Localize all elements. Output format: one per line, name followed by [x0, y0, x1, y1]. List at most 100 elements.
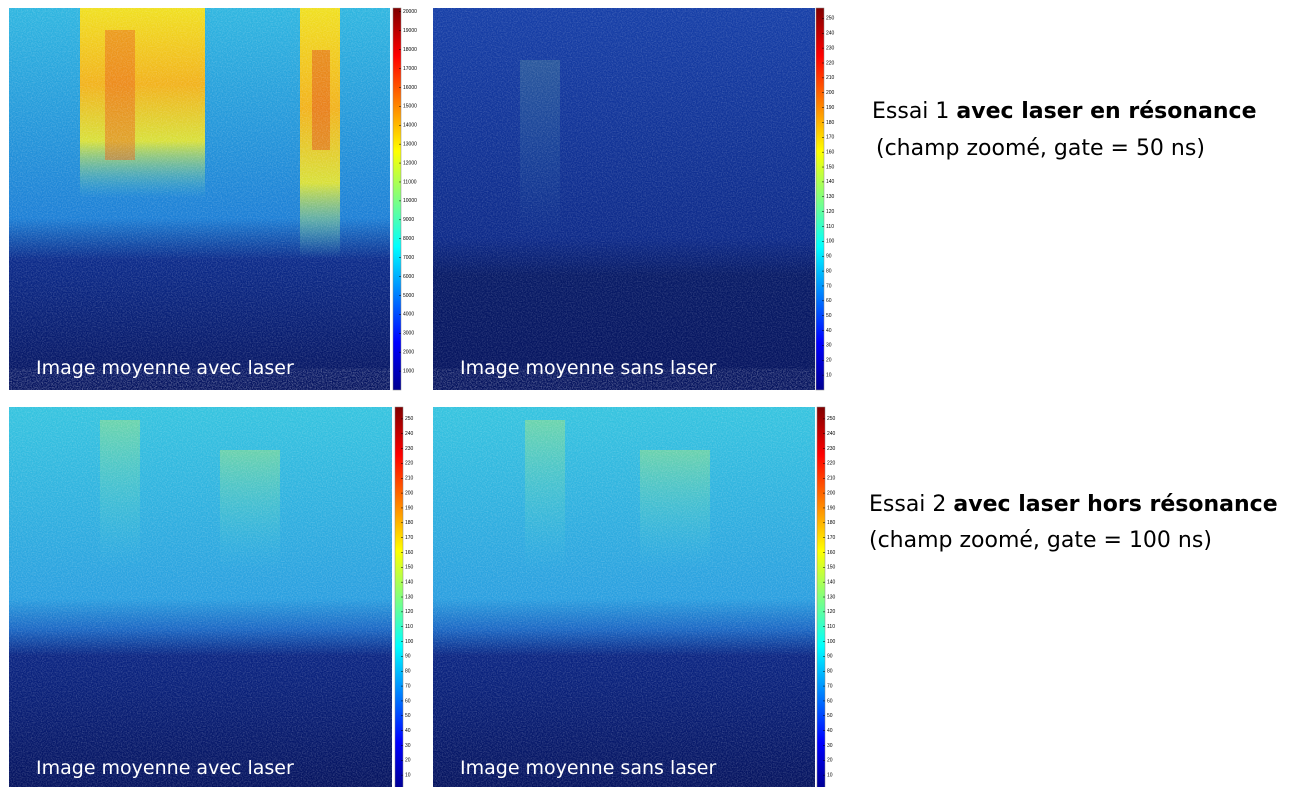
colorbar-tick-label: 190 [826, 105, 835, 111]
colorbar-tick-label: 230 [827, 446, 836, 452]
colorbar-tick-label: 130 [826, 194, 835, 200]
image-caption: Image moyenne avec laser [36, 757, 294, 779]
colorbar-tick-label: 19000 [403, 28, 417, 34]
colorbar-tick-label: 200 [405, 490, 414, 496]
colorbar-tick-label: 70 [827, 683, 833, 689]
image-panel-4 [433, 407, 815, 787]
colorbar-tick-label: 140 [405, 579, 414, 585]
colorbar-tick-label: 120 [827, 609, 836, 615]
colorbar-tick-label: 14000 [403, 123, 417, 129]
colorbar-tick-label: 240 [827, 431, 836, 437]
colorbar-tick-label: 2000 [403, 350, 414, 356]
colorbar-tick-label: 250 [827, 416, 836, 422]
colorbar-tick-label: 13000 [403, 141, 417, 147]
colorbar-tick-label: 170 [826, 135, 835, 141]
colorbar-tick-label: 230 [826, 45, 835, 51]
colorbar-tick-label: 60 [405, 698, 411, 704]
note-bold: avec laser hors résonance [953, 492, 1277, 517]
colorbar-tick-label: 100 [827, 639, 836, 645]
colorbar-tick-label: 90 [405, 654, 411, 660]
colorbar-tick-label: 60 [826, 298, 832, 304]
image-caption: Image moyenne sans laser [460, 357, 716, 379]
colorbar-tick-label: 170 [827, 535, 836, 541]
colorbar-tick-label: 80 [405, 669, 411, 675]
colorbar-tick-label: 190 [827, 505, 836, 511]
image-caption: Image moyenne sans laser [460, 757, 716, 779]
colorbar-tick-label: 120 [826, 209, 835, 215]
colorbar-tick-label: 18000 [403, 47, 417, 53]
note-bold: avec laser en résonance [956, 99, 1256, 124]
colorbar-tick-label: 20000 [403, 9, 417, 15]
colorbar-tick-label: 130 [405, 594, 414, 600]
colorbar-tick-label: 12000 [403, 160, 417, 166]
colorbar-tick-label: 160 [826, 150, 835, 156]
colorbar-tick-label: 4000 [403, 312, 414, 318]
colorbar-tick-label: 70 [405, 683, 411, 689]
note-detail: (champ zoomé, gate = 100 ns) [869, 528, 1212, 553]
colorbar-tick-label: 150 [405, 565, 414, 571]
colorbar-tick-label: 210 [826, 75, 835, 81]
colorbar-tick-label: 250 [405, 416, 414, 422]
colorbar-tick-label: 50 [826, 313, 832, 319]
image-panel-3 [9, 407, 392, 787]
colorbar-tick-label: 20 [405, 758, 411, 764]
colorbar-tick-label: 60 [827, 698, 833, 704]
colorbar-tick-label: 40 [405, 728, 411, 734]
colorbar-tick-label: 16000 [403, 85, 417, 91]
colorbar-tick-label: 180 [827, 520, 836, 526]
colorbar-tick-label: 130 [827, 594, 836, 600]
colorbar-tick-label: 90 [826, 254, 832, 260]
colorbar-tick-label: 30 [826, 343, 832, 349]
colorbar-tick-label: 15000 [403, 104, 417, 110]
colorbar-tick-label: 30 [827, 743, 833, 749]
note-title: Essai 1 avec laser en résonance [872, 99, 1257, 124]
colorbar-tick-label: 17000 [403, 66, 417, 72]
colorbar-tick-label: 20 [826, 358, 832, 364]
colorbar-tick-label: 180 [405, 520, 414, 526]
image-panel-1 [9, 8, 390, 390]
colorbar-tick-label: 10 [405, 772, 411, 778]
colorbar-tick-label: 7000 [403, 255, 414, 261]
colorbar-tick-label: 100 [826, 239, 835, 245]
colorbar [394, 406, 404, 787]
colorbar-tick-label: 40 [827, 728, 833, 734]
note-title: Essai 2 avec laser hors résonance [869, 492, 1278, 517]
colorbar-tick-label: 220 [827, 461, 836, 467]
colorbar-tick-label: 10 [826, 372, 832, 378]
colorbar-tick-label: 240 [405, 431, 414, 437]
colorbar-tick-label: 9000 [403, 217, 414, 223]
colorbar-tick-label: 6000 [403, 274, 414, 280]
colorbar-tick-label: 80 [826, 268, 832, 274]
colorbar-tick-label: 150 [827, 565, 836, 571]
colorbar-tick-label: 20 [827, 758, 833, 764]
colorbar-tick-label: 90 [827, 654, 833, 660]
colorbar-tick-label: 220 [826, 60, 835, 66]
colorbar-tick-label: 140 [826, 179, 835, 185]
note-prefix: Essai 1 [872, 99, 949, 124]
colorbar-tick-label: 70 [826, 283, 832, 289]
colorbar-tick-label: 160 [827, 550, 836, 556]
colorbar-tick-label: 3000 [403, 331, 414, 337]
colorbar-tick-label: 170 [405, 535, 414, 541]
colorbar-tick-label: 100 [405, 639, 414, 645]
colorbar-tick-label: 11000 [403, 179, 417, 185]
note-prefix: Essai 2 [869, 492, 946, 517]
colorbar-tick-label: 160 [405, 550, 414, 556]
colorbar-tick-label: 80 [827, 669, 833, 675]
colorbar-tick-label: 230 [405, 446, 414, 452]
image-panel-2 [433, 8, 815, 390]
colorbar-tick-label: 180 [826, 120, 835, 126]
colorbar-tick-label: 5000 [403, 293, 414, 299]
colorbar-tick-label: 10 [827, 772, 833, 778]
colorbar-tick-label: 50 [827, 713, 833, 719]
colorbar-tick-label: 110 [826, 224, 834, 230]
colorbar-tick-label: 140 [827, 579, 836, 585]
colorbar-tick-label: 190 [405, 505, 414, 511]
colorbar [392, 7, 402, 391]
colorbar-tick-label: 220 [405, 461, 414, 467]
note-detail: (champ zoomé, gate = 50 ns) [876, 136, 1205, 161]
colorbar-tick-label: 10000 [403, 198, 417, 204]
colorbar-tick-label: 50 [405, 713, 411, 719]
